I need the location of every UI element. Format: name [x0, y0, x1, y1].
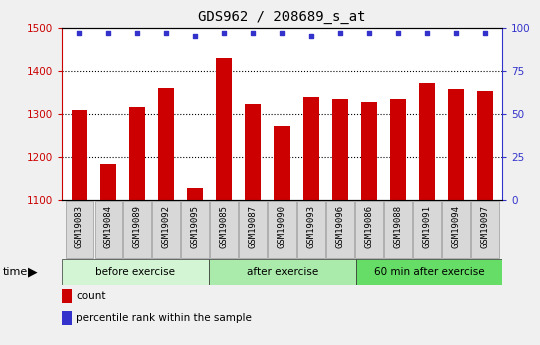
Text: GSM19096: GSM19096: [335, 205, 345, 248]
Bar: [274, 126, 290, 200]
Title: GDS962 / 208689_s_at: GDS962 / 208689_s_at: [198, 10, 366, 24]
Bar: [71, 110, 87, 200]
Bar: [158, 88, 174, 200]
FancyBboxPatch shape: [239, 201, 267, 258]
Bar: [217, 58, 232, 200]
Point: [162, 30, 171, 36]
Text: GSM19093: GSM19093: [307, 205, 315, 248]
Text: GSM19089: GSM19089: [133, 205, 142, 248]
FancyBboxPatch shape: [355, 201, 383, 258]
FancyBboxPatch shape: [268, 201, 296, 258]
FancyBboxPatch shape: [413, 201, 441, 258]
Bar: [100, 164, 117, 200]
Text: percentile rank within the sample: percentile rank within the sample: [76, 313, 252, 323]
Text: GSM19095: GSM19095: [191, 205, 200, 248]
Bar: [448, 89, 464, 200]
FancyBboxPatch shape: [152, 201, 180, 258]
Bar: [332, 99, 348, 200]
Bar: [62, 289, 72, 304]
Text: GSM19084: GSM19084: [104, 205, 113, 248]
Point: [133, 30, 141, 36]
Text: 60 min after exercise: 60 min after exercise: [374, 267, 484, 277]
Bar: [355, 259, 502, 285]
Point: [394, 30, 402, 36]
Point: [75, 30, 84, 36]
Bar: [62, 259, 209, 285]
Text: ▶: ▶: [28, 265, 37, 278]
Point: [423, 30, 431, 36]
Point: [104, 30, 113, 36]
Bar: [477, 91, 493, 200]
Text: GSM19086: GSM19086: [364, 205, 374, 248]
Text: GSM19090: GSM19090: [278, 205, 287, 248]
Point: [481, 30, 489, 36]
Bar: [209, 259, 355, 285]
Bar: [303, 98, 319, 200]
Point: [278, 30, 286, 36]
Bar: [187, 188, 203, 200]
Point: [191, 33, 200, 39]
Text: GSM19085: GSM19085: [220, 205, 229, 248]
FancyBboxPatch shape: [124, 201, 151, 258]
FancyBboxPatch shape: [326, 201, 354, 258]
Text: before exercise: before exercise: [96, 267, 176, 277]
FancyBboxPatch shape: [94, 201, 123, 258]
Point: [336, 30, 345, 36]
Text: count: count: [76, 291, 106, 301]
FancyBboxPatch shape: [471, 201, 499, 258]
FancyBboxPatch shape: [181, 201, 209, 258]
Text: time: time: [3, 267, 28, 277]
Point: [364, 30, 373, 36]
Point: [451, 30, 460, 36]
Bar: [361, 102, 377, 200]
Text: GSM19087: GSM19087: [249, 205, 258, 248]
Text: GSM19088: GSM19088: [394, 205, 402, 248]
FancyBboxPatch shape: [297, 201, 325, 258]
Bar: [245, 104, 261, 200]
Text: GSM19097: GSM19097: [480, 205, 489, 248]
Text: GSM19092: GSM19092: [162, 205, 171, 248]
Bar: [390, 99, 406, 200]
Text: GSM19094: GSM19094: [451, 205, 461, 248]
FancyBboxPatch shape: [211, 201, 238, 258]
Bar: [130, 107, 145, 200]
Bar: [62, 310, 72, 325]
FancyBboxPatch shape: [442, 201, 470, 258]
Bar: [419, 83, 435, 200]
Text: GSM19091: GSM19091: [422, 205, 431, 248]
Text: GSM19083: GSM19083: [75, 205, 84, 248]
FancyBboxPatch shape: [384, 201, 412, 258]
Point: [249, 30, 258, 36]
Text: after exercise: after exercise: [247, 267, 318, 277]
Point: [307, 33, 315, 39]
Point: [220, 30, 228, 36]
FancyBboxPatch shape: [65, 201, 93, 258]
